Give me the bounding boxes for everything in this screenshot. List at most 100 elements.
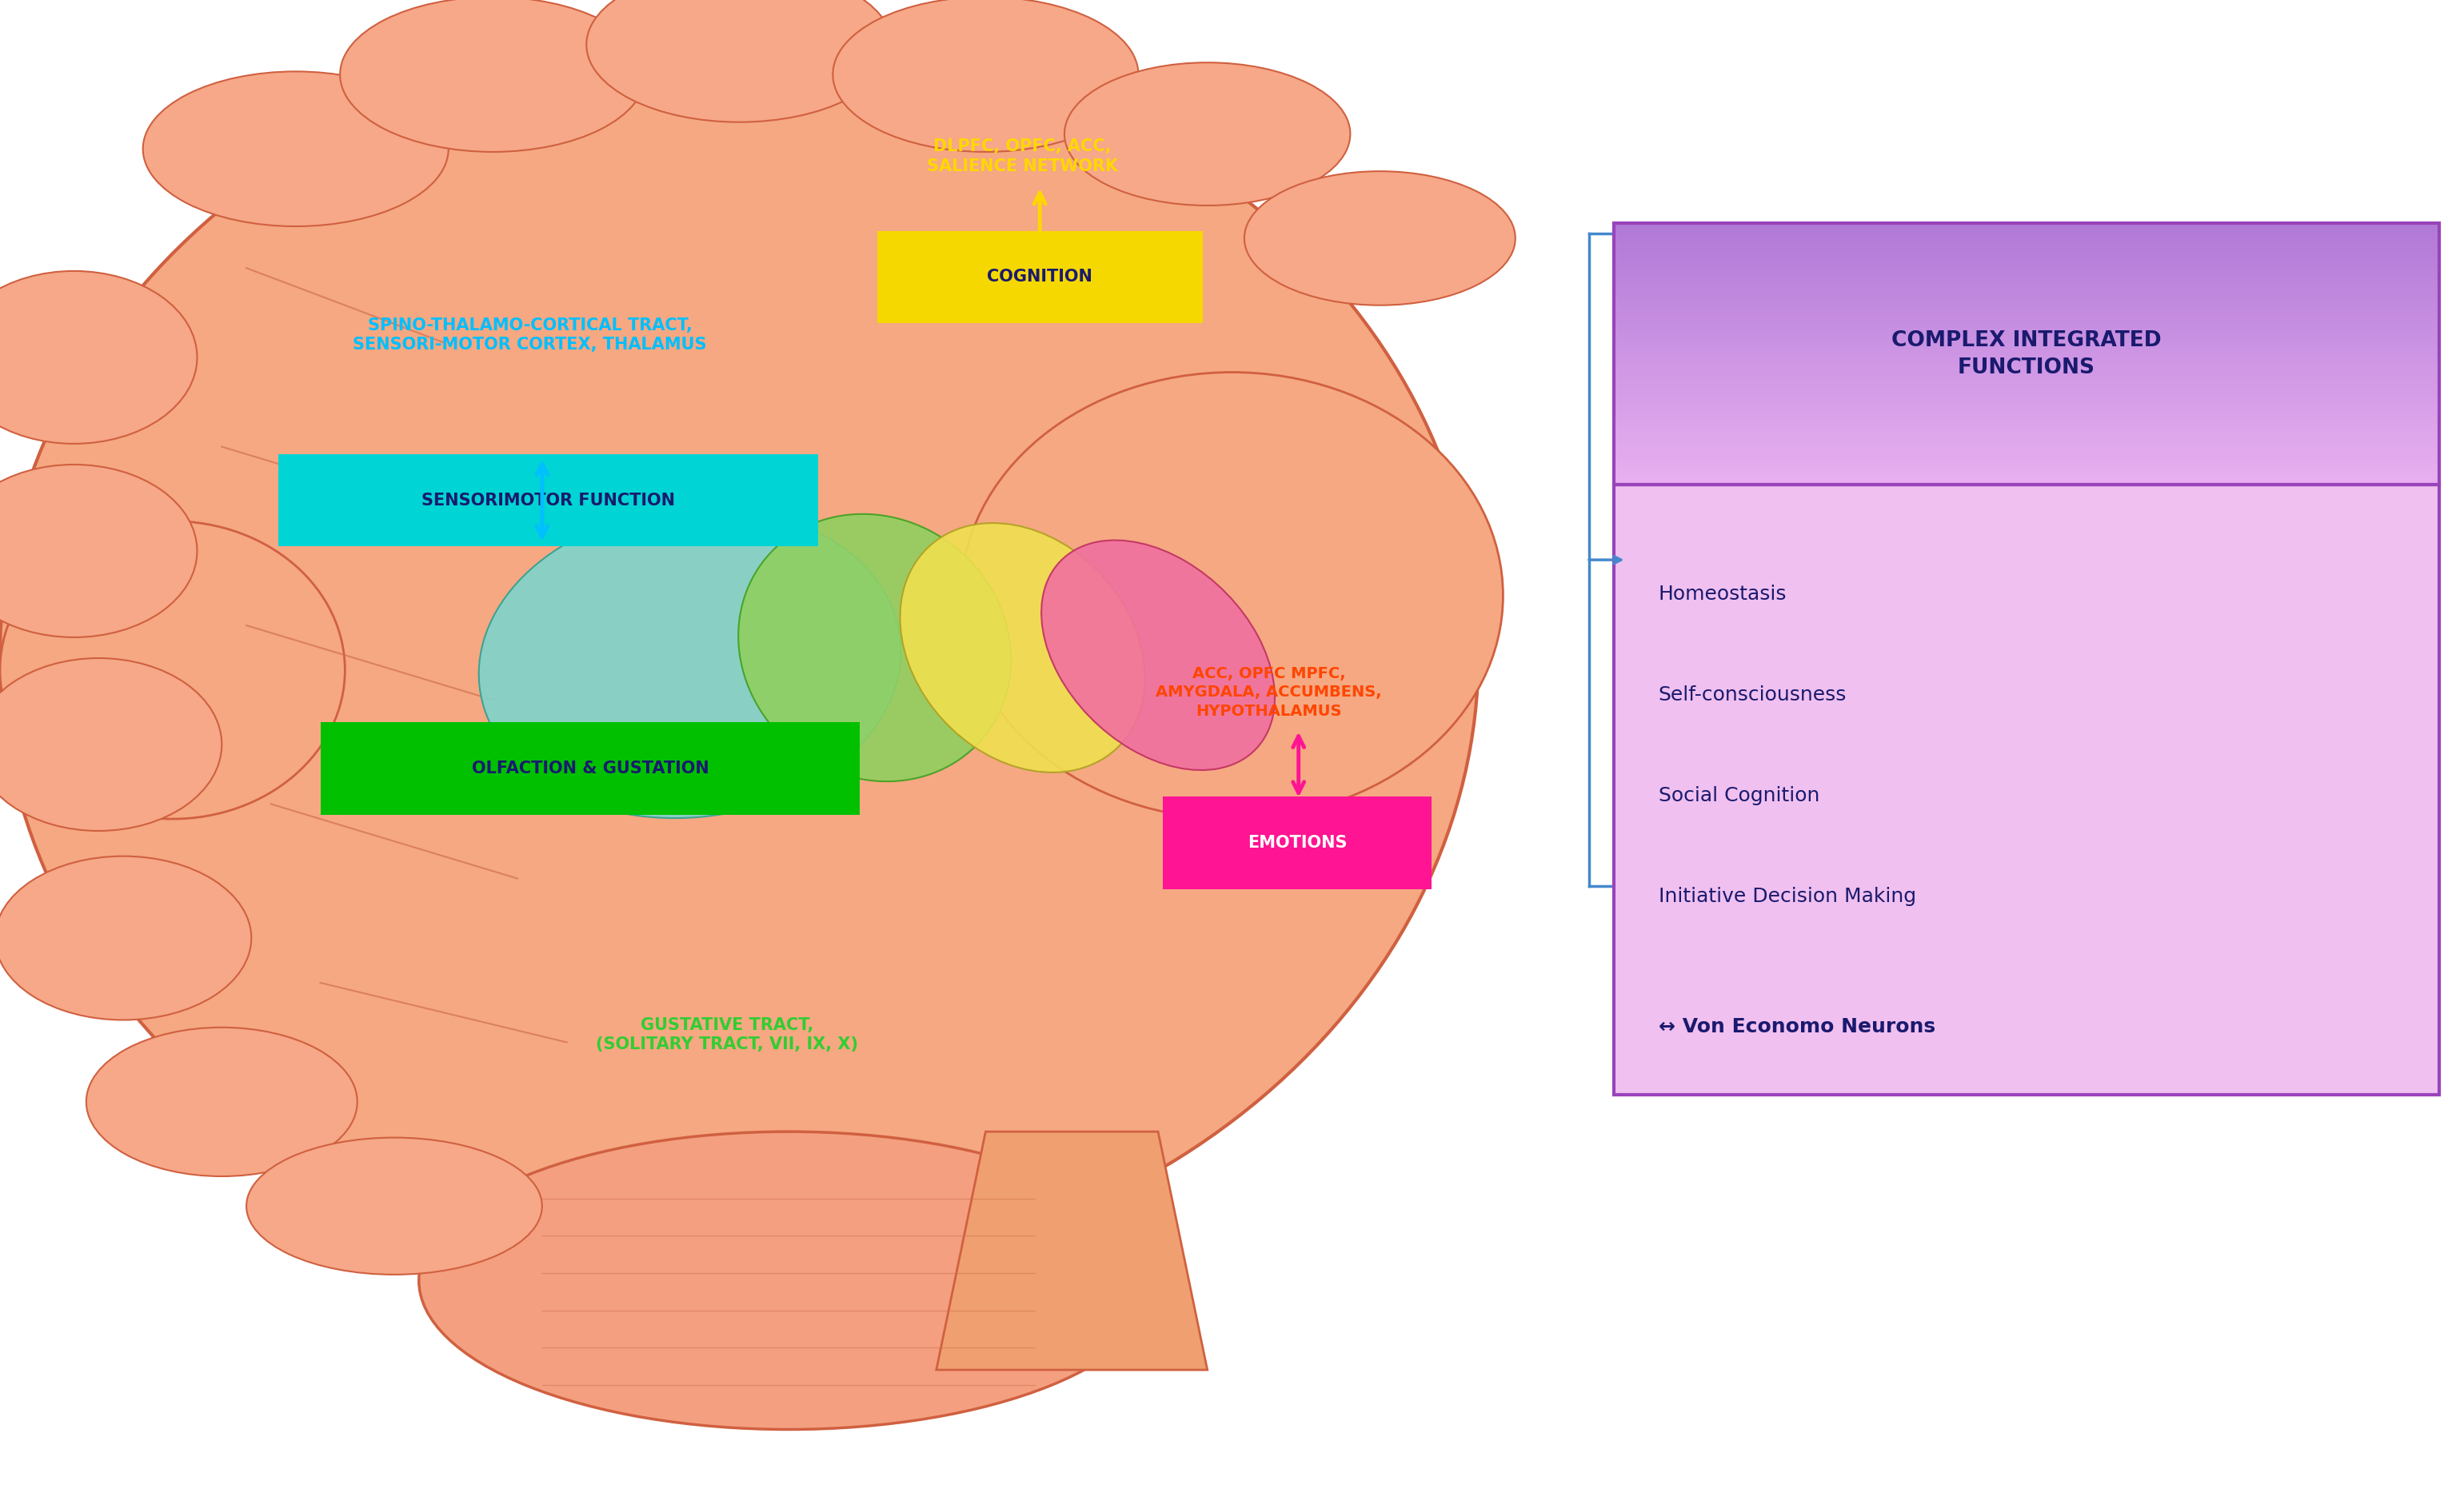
Ellipse shape <box>586 0 892 122</box>
Bar <box>1614 357 2439 363</box>
Text: SPINO-THALAMO-CORTICAL TRACT,
SENSORI-MOTOR CORTEX, THALAMUS: SPINO-THALAMO-CORTICAL TRACT, SENSORI-MO… <box>352 317 707 353</box>
Ellipse shape <box>0 271 197 444</box>
Bar <box>1614 353 2439 359</box>
Ellipse shape <box>86 1027 357 1176</box>
Text: Initiative Decision Making: Initiative Decision Making <box>1658 887 1917 905</box>
Bar <box>1614 380 2439 384</box>
Text: SENSORIMOTOR FUNCTION: SENSORIMOTOR FUNCTION <box>421 493 675 508</box>
Bar <box>1614 292 2439 298</box>
Text: COGNITION: COGNITION <box>988 270 1092 284</box>
Bar <box>1614 240 2439 246</box>
Ellipse shape <box>961 372 1503 819</box>
Bar <box>1614 457 2439 463</box>
Text: OLFACTION & GUSTATION: OLFACTION & GUSTATION <box>471 761 710 776</box>
Bar <box>1614 366 2439 371</box>
Bar <box>1614 339 2439 345</box>
Bar <box>1614 319 2439 323</box>
Bar <box>1614 231 2439 237</box>
Bar <box>1614 226 2439 232</box>
Bar <box>1614 441 2439 445</box>
Bar <box>1614 462 2439 468</box>
Ellipse shape <box>833 0 1138 152</box>
Bar <box>1614 249 2439 253</box>
Ellipse shape <box>0 465 197 637</box>
Bar <box>1614 332 2439 337</box>
Ellipse shape <box>1064 63 1350 205</box>
Bar <box>1614 271 2439 275</box>
Ellipse shape <box>899 523 1146 773</box>
FancyBboxPatch shape <box>1163 797 1432 889</box>
Bar <box>1614 222 2439 228</box>
Bar <box>1614 432 2439 436</box>
FancyBboxPatch shape <box>278 454 818 546</box>
Bar <box>1614 466 2439 472</box>
Bar <box>1614 418 2439 424</box>
Bar <box>1614 414 2439 420</box>
Bar <box>1614 384 2439 389</box>
Text: ACC, OPFC MPFC,
AMYGDALA, ACCUMBENS,
HYPOTHALAMUS: ACC, OPFC MPFC, AMYGDALA, ACCUMBENS, HYP… <box>1156 666 1382 719</box>
Bar <box>1614 375 2439 380</box>
Ellipse shape <box>340 0 646 152</box>
Ellipse shape <box>1244 171 1515 305</box>
Text: Social Cognition: Social Cognition <box>1658 786 1818 806</box>
Bar <box>1614 389 2439 393</box>
Bar <box>1614 244 2439 250</box>
Text: COMPLEX INTEGRATED
FUNCTIONS: COMPLEX INTEGRATED FUNCTIONS <box>1892 331 2161 378</box>
Bar <box>1614 235 2439 241</box>
Bar <box>1614 409 2439 415</box>
Bar <box>1614 323 2439 328</box>
Bar <box>1614 479 2439 485</box>
Bar <box>1614 348 2439 354</box>
Bar <box>1614 258 2439 262</box>
Bar <box>1614 362 2439 368</box>
Text: ↔ Von Economo Neurons: ↔ Von Economo Neurons <box>1658 1017 1934 1036</box>
Bar <box>1614 280 2439 284</box>
Bar <box>1614 328 2439 332</box>
Ellipse shape <box>0 856 251 1020</box>
Bar <box>1614 344 2439 350</box>
Bar <box>1614 267 2439 271</box>
Bar <box>1614 475 2439 481</box>
Ellipse shape <box>143 71 448 226</box>
Bar <box>1614 393 2439 398</box>
Ellipse shape <box>0 30 1478 1281</box>
Bar <box>1614 305 2439 311</box>
Polygon shape <box>936 1132 1207 1370</box>
Bar <box>1614 436 2439 441</box>
FancyBboxPatch shape <box>320 722 860 814</box>
Bar <box>1614 283 2439 289</box>
Text: EMOTIONS: EMOTIONS <box>1247 835 1348 850</box>
Bar <box>1614 450 2439 454</box>
Ellipse shape <box>478 508 902 817</box>
Bar <box>1614 301 2439 307</box>
Bar <box>1614 296 2439 302</box>
Bar <box>1614 405 2439 411</box>
Ellipse shape <box>419 1132 1158 1429</box>
Bar <box>1614 310 2439 314</box>
FancyBboxPatch shape <box>877 231 1202 323</box>
Bar <box>1614 275 2439 280</box>
Bar <box>1614 396 2439 402</box>
FancyBboxPatch shape <box>1614 485 2439 1094</box>
Bar <box>1614 401 2439 406</box>
Bar <box>1614 471 2439 476</box>
Bar <box>1614 287 2439 293</box>
Text: DLPFC, OPFC, ACC,
SALIENCE NETWORK: DLPFC, OPFC, ACC, SALIENCE NETWORK <box>926 138 1119 174</box>
Ellipse shape <box>246 1138 542 1275</box>
Ellipse shape <box>1042 541 1274 770</box>
Bar <box>1614 445 2439 450</box>
Bar <box>1614 371 2439 375</box>
Bar <box>1614 262 2439 267</box>
Bar <box>1614 337 2439 341</box>
Bar <box>1614 423 2439 427</box>
Ellipse shape <box>0 658 222 831</box>
Bar <box>1614 314 2439 319</box>
Text: GUSTATIVE TRACT,
(SOLITARY TRACT, VII, IX, X): GUSTATIVE TRACT, (SOLITARY TRACT, VII, I… <box>596 1017 857 1053</box>
Bar <box>1614 454 2439 459</box>
Text: Homeostasis: Homeostasis <box>1658 585 1786 605</box>
Bar <box>1614 427 2439 432</box>
Ellipse shape <box>0 521 345 819</box>
Text: Self-consciousness: Self-consciousness <box>1658 685 1846 704</box>
Ellipse shape <box>739 514 1010 782</box>
Bar <box>1614 253 2439 258</box>
